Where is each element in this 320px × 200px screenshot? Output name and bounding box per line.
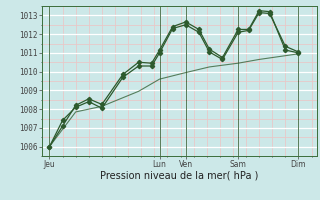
X-axis label: Pression niveau de la mer( hPa ): Pression niveau de la mer( hPa ) (100, 171, 258, 181)
